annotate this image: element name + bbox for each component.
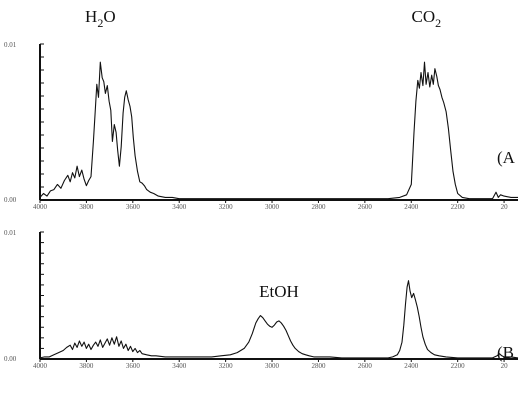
panel-b-x-tick-label: 3200 — [219, 362, 234, 370]
panel-a-spectrum-line — [39, 61, 518, 200]
panel-b-x-tick-label: 4000 — [33, 362, 48, 370]
panel-a-x-tick-label: 2800 — [311, 203, 326, 211]
panel-a-chart: 4000 3800 3600 3400 3200 3000 2800 2600 2400 2200… — [4, 7, 518, 211]
panel-a-x-tick-label: 3200 — [219, 203, 234, 211]
panel-b-label: (B — [497, 343, 514, 362]
panel-b-x-tick-label: 3000 — [265, 362, 280, 370]
panel-a-x-tick-label: 4000 — [33, 203, 48, 211]
panel-b-y-tick-label: 0.01 — [4, 229, 17, 237]
panel-a-x-tick-label: 3000 — [265, 203, 280, 211]
panel-b-peak-label: EtOH — [259, 282, 299, 301]
panel-b-x-tick-label: 3600 — [126, 362, 141, 370]
panel-b-x-tick-label: 2600 — [358, 362, 373, 370]
panel-b-x-tick-label: 3400 — [172, 362, 187, 370]
panel-a-x-tick-label: 2600 — [358, 203, 373, 211]
panel-a-x-tick-label: 20 — [501, 203, 509, 211]
panel-b-y-tick-label: 0.00 — [4, 355, 17, 363]
panel-a-peak-label: CO2 — [412, 7, 442, 30]
panel-a-x-tick-label: 3600 — [126, 203, 141, 211]
panel-b-x-tick-label: 20 — [501, 362, 509, 370]
panel-b-chart: 4000 3800 3600 3400 3200 3000 2800 2600 2400 2200… — [4, 229, 519, 370]
panel-a-y-tick-label: 0.00 — [4, 196, 17, 204]
panel-b-x-tick-label: 2200 — [451, 362, 466, 370]
panel-b-x-tick-label: 2800 — [311, 362, 326, 370]
panel-a-x-tick-label: 2400 — [404, 203, 419, 211]
panel-a-y-tick-label: 0.01 — [4, 41, 17, 49]
panel-a-label: (A — [497, 148, 516, 167]
panel-b-x-tick-label: 3800 — [79, 362, 94, 370]
panel-a-peak-label: H2O — [85, 7, 116, 30]
panel-a-x-tick-label: 2200 — [451, 203, 466, 211]
panel-a-x-tick-label: 3400 — [172, 203, 187, 211]
panel-a-x-tick-label: 3800 — [79, 203, 94, 211]
panel-b-x-tick-label: 2400 — [404, 362, 419, 370]
panel-b-spectrum-line — [39, 280, 519, 359]
